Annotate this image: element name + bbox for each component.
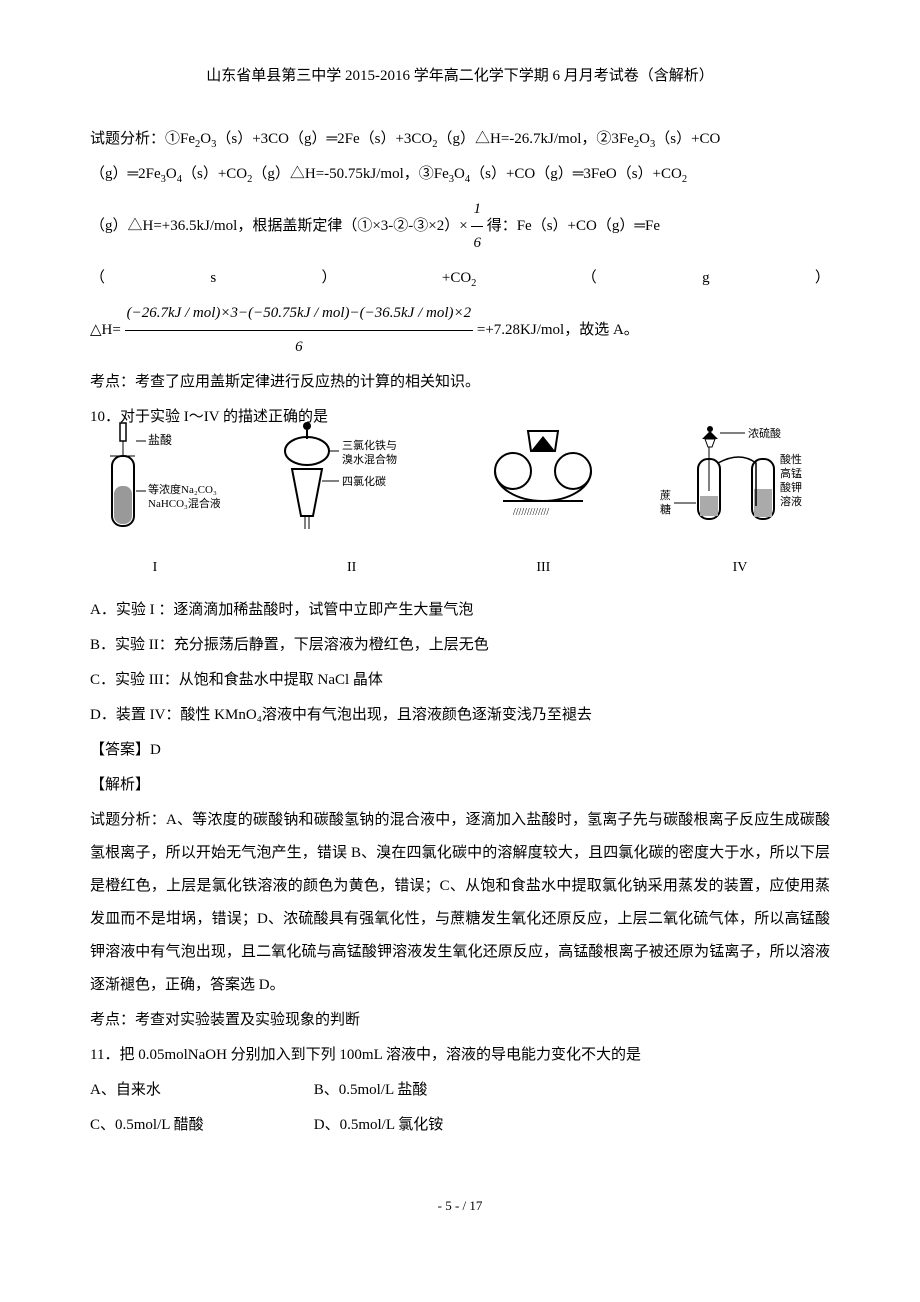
diagram-II: 三氯化铁与 溴水混合物 四氯化碳 II	[267, 421, 437, 584]
analysis-line4: （ s ） +CO2 （ g ）	[90, 262, 830, 295]
diagram-III-num: III	[483, 553, 603, 584]
label-kmno4-3: 酸钾	[780, 480, 802, 494]
label-sugar2: 糖	[660, 502, 671, 516]
diagram-III-svg: /////////////	[483, 421, 603, 536]
q10-optC: C．实验 III：从饱和食盐水中提取 NaCl 晶体	[90, 664, 830, 697]
page-header: 山东省单县第三中学 2015-2016 学年高二化学下学期 6 月月考试卷（含解…	[90, 60, 830, 93]
diagram-IV-svg: 浓硫酸 蔗 糖 酸性 高锰 酸钾 溶液	[650, 421, 830, 536]
analysis-line2: （g）═2Fe3O4（s）+CO2（g）△H=-50.75kJ/mol，③Fe3…	[90, 158, 830, 191]
diagram-III: ///////////// III	[483, 421, 603, 584]
diagram-I-svg: 盐酸 等浓度Na₂CO₃ NaHCO₃混合液	[90, 421, 220, 536]
page-number: - 5 - / 17	[90, 1192, 830, 1221]
label-ccl4: 四氯化碳	[342, 474, 386, 488]
q10-optA: A．实验 I ：逐滴滴加稀盐酸时，试管中立即产生大量气泡	[90, 594, 830, 627]
analysis-line5: △H= (−26.7kJ / mol)×3−(−50.75kJ / mol)−(…	[90, 297, 830, 364]
fraction-deltaH: (−26.7kJ / mol)×3−(−50.75kJ / mol)−(−36.…	[125, 297, 474, 364]
q10-analysis: 试题分析：A、等浓度的碳酸钠和碳酸氢钠的混合液中，逐滴加入盐酸时，氢离子先与碳酸…	[90, 804, 830, 1002]
q11-row2: C、0.5mol/L 醋酸 D、0.5mol/L 氯化铵	[90, 1109, 830, 1142]
q11-optB: B、0.5mol/L 盐酸	[314, 1082, 428, 1098]
q10-answer: 【答案】D	[90, 734, 830, 767]
label-hcl: 盐酸	[148, 432, 172, 447]
q10-kaodian: 考点：考查对实验装置及实验现象的判断	[90, 1004, 830, 1037]
fraction-1-6: 1 6	[471, 193, 483, 260]
q11-optA: A、自来水	[90, 1074, 310, 1107]
analysis-line3: （g）△H=+36.5kJ/mol，根据盖斯定律（①×3-②-③×2）× 1 6…	[90, 193, 830, 260]
content-body: 试题分析：①Fe2O3（s）+3CO（g）═2Fe（s）+3CO2（g）△H=-…	[90, 123, 830, 1142]
svg-text://///////////: /////////////	[513, 507, 549, 518]
q11-optD: D、0.5mol/L 氯化铵	[314, 1117, 443, 1133]
diagram-IV: 浓硫酸 蔗 糖 酸性 高锰 酸钾 溶液 IV	[650, 421, 830, 584]
q10-jiexi: 【解析】	[90, 769, 830, 802]
label-h2so4: 浓硫酸	[748, 426, 781, 440]
label-br2: 溴水混合物	[342, 452, 397, 466]
q10-optB: B．实验 II：充分振荡后静置，下层溶液为橙红色，上层无色	[90, 629, 830, 662]
q10-optD: D．装置 IV：酸性 KMnO₄溶液中有气泡出现，且溶液颜色逐渐变浅乃至褪去	[90, 699, 830, 732]
diagram-I: 盐酸 等浓度Na₂CO₃ NaHCO₃混合液 I	[90, 421, 220, 584]
experiment-diagrams: 盐酸 等浓度Na₂CO₃ NaHCO₃混合液 I 三氯化铁与 溴水混合物	[90, 444, 830, 584]
label-kmno4-4: 溶液	[780, 494, 802, 508]
diagram-II-num: II	[267, 553, 437, 584]
q11-row1: A、自来水 B、0.5mol/L 盐酸	[90, 1074, 830, 1107]
diagram-I-num: I	[90, 553, 220, 584]
q11-stem: 11．把 0.05molNaOH 分别加入到下列 100mL 溶液中，溶液的导电…	[90, 1039, 830, 1072]
q11-optC: C、0.5mol/L 醋酸	[90, 1109, 310, 1142]
diagram-IV-num: IV	[650, 553, 830, 584]
label-na2co3: 等浓度Na₂CO₃	[148, 482, 217, 496]
label-nahco3: NaHCO₃混合液	[148, 496, 220, 510]
kaodian-1: 考点：考查了应用盖斯定律进行反应热的计算的相关知识。	[90, 366, 830, 399]
label-fecl3: 三氯化铁与	[342, 438, 397, 452]
analysis-line1: 试题分析：①Fe2O3（s）+3CO（g）═2Fe（s）+3CO2（g）△H=-…	[90, 123, 830, 156]
label-kmno4-2: 高锰	[780, 466, 802, 480]
diagram-II-svg: 三氯化铁与 溴水混合物 四氯化碳	[267, 421, 437, 536]
label-sugar1: 蔗	[660, 489, 671, 502]
header-title: 山东省单县第三中学 2015-2016 学年高二化学下学期 6 月月考试卷（含解…	[206, 68, 714, 84]
label-kmno4-1: 酸性	[780, 452, 802, 466]
